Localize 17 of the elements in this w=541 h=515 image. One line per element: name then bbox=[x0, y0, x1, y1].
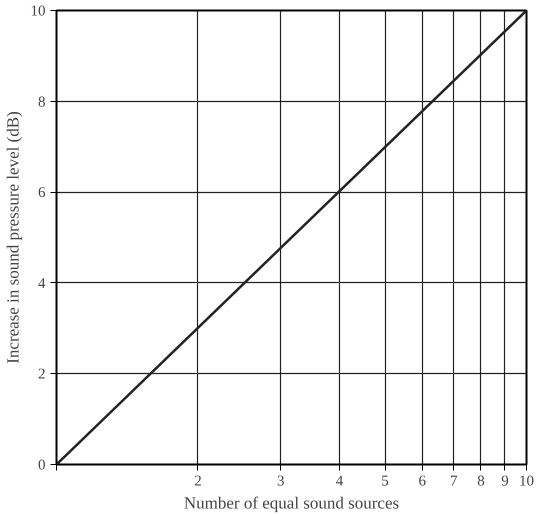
y-tick-label: 8 bbox=[38, 94, 46, 110]
y-tick-label: 10 bbox=[30, 4, 46, 20]
y-axis-title: Increase in sound pressure level (dB) bbox=[4, 111, 22, 364]
y-tick-label: 2 bbox=[38, 366, 46, 383]
x-tick-label: 6 bbox=[418, 474, 426, 490]
x-tick-label: 4 bbox=[336, 474, 344, 490]
y-tick-label: 0 bbox=[38, 458, 46, 474]
x-tick-label: 10 bbox=[519, 474, 534, 490]
y-tick-label: 4 bbox=[38, 276, 46, 292]
x-tick-label: 3 bbox=[276, 474, 284, 490]
x-tick-label: 5 bbox=[381, 474, 389, 490]
y-tick-label: 6 bbox=[38, 185, 46, 202]
x-axis-title: Number of equal sound sources bbox=[184, 494, 400, 512]
x-tick-label: 9 bbox=[501, 474, 509, 490]
x-tick-label: 2 bbox=[194, 474, 202, 490]
x-tick-label: 8 bbox=[477, 474, 485, 490]
x-tick-label: 7 bbox=[450, 474, 458, 490]
